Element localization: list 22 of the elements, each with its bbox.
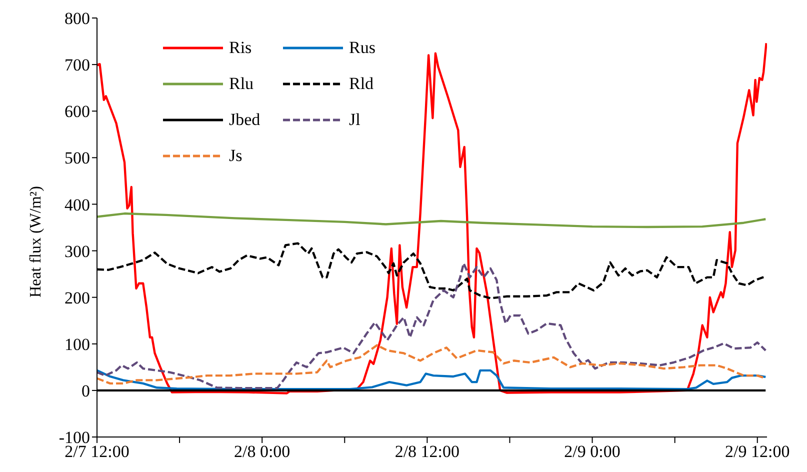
y-tick-label: 400 [64,195,90,214]
x-tick-label: 2/9 0:00 [564,442,620,462]
y-axis-title: Heat flux (W/m²) [28,186,45,298]
legend-label: Rld [349,74,374,94]
y-tick-label: 800 [64,9,90,28]
x-tick-label: 2/8 0:00 [234,442,290,462]
legend-label: Js [229,146,242,166]
y-tick-label: 200 [64,288,90,308]
x-tick-label: 2/9 12:00 [725,442,790,462]
legend-label: Rlu [229,74,254,94]
x-tick-label: 2/8 12:00 [394,442,460,462]
legend-label: Jbed [229,110,260,130]
y-tick-label: 500 [64,148,90,168]
y-tick-label: 0 [82,381,90,400]
y-tick-label: 600 [64,102,90,122]
legend-label: Jl [349,110,360,130]
y-tick-label: 300 [64,242,90,261]
y-tick-label: 700 [64,56,90,75]
x-tick-label: 2/7 12:00 [64,442,130,462]
legend-label: Ris [229,38,252,58]
y-tick-label: 100 [64,334,90,354]
legend-label: Rus [349,38,376,58]
